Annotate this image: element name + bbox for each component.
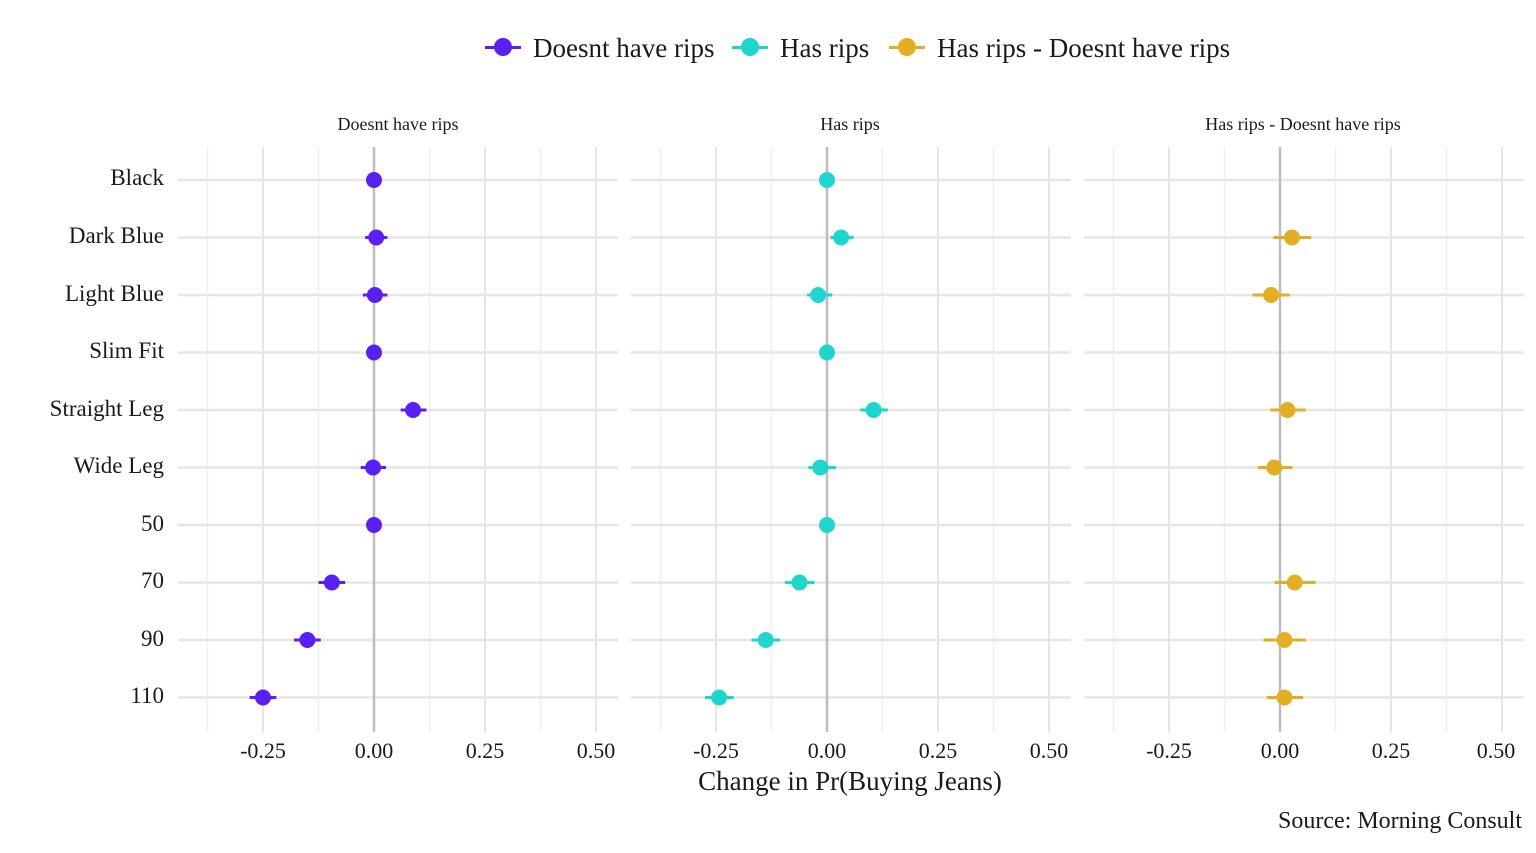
data-point xyxy=(299,632,316,648)
legend-key-has-rips xyxy=(730,22,770,74)
legend-key-doesnt-have-rips xyxy=(483,22,523,74)
y-tick-label: 110 xyxy=(130,683,164,708)
facet-strip-label-difference: Has rips - Doesnt have rips xyxy=(1205,114,1401,134)
legend-key-dot xyxy=(741,38,759,56)
data-point xyxy=(757,632,774,648)
y-tick-label: 90 xyxy=(141,626,164,651)
legend-key-dot xyxy=(898,38,916,56)
legend: Doesnt have rips Has rips Has rips - Doe… xyxy=(0,22,1536,74)
legend-item-has-rips: Has rips xyxy=(730,22,869,74)
data-point xyxy=(1266,459,1283,476)
y-tick-label: Dark Blue xyxy=(68,223,164,248)
data-point xyxy=(812,459,829,476)
x-tick-label: 0.50 xyxy=(1476,738,1516,763)
data-point xyxy=(833,229,850,246)
data-point xyxy=(1279,402,1296,418)
data-point xyxy=(1276,632,1293,648)
data-point xyxy=(366,172,382,188)
legend-label-doesnt-have-rips: Doesnt have rips xyxy=(533,32,715,63)
data-point xyxy=(819,344,835,361)
y-tick-label: 50 xyxy=(141,511,164,536)
y-tick-label: Straight Leg xyxy=(49,396,164,421)
data-point xyxy=(366,344,382,361)
legend-key-difference xyxy=(887,22,927,74)
x-tick-label: 0.25 xyxy=(465,738,505,763)
x-tick-label: 0.00 xyxy=(807,738,847,763)
data-point xyxy=(1276,689,1293,706)
data-point xyxy=(365,459,382,476)
data-point xyxy=(405,402,422,418)
data-point xyxy=(791,574,808,591)
legend-item-difference: Has rips - Doesnt have rips xyxy=(887,22,1230,74)
facet-strip-label-doesnt-have-rips: Doesnt have rips xyxy=(337,114,459,134)
data-point xyxy=(711,689,728,706)
x-tick-label: 0.50 xyxy=(576,738,616,763)
data-point xyxy=(1283,229,1300,246)
y-tick-label: Light Blue xyxy=(64,281,164,306)
x-tick-label: 0.00 xyxy=(1260,738,1300,763)
legend-item-doesnt-have-rips: Doesnt have rips xyxy=(483,22,714,74)
x-tick-label: 0.00 xyxy=(354,738,394,763)
x-axis-title: Change in Pr(Buying Jeans) xyxy=(698,766,1002,796)
data-point xyxy=(368,229,385,246)
data-point xyxy=(1263,287,1280,303)
y-tick-label: 70 xyxy=(141,568,164,593)
data-point xyxy=(323,574,340,591)
x-tick-label: -0.25 xyxy=(693,738,739,763)
data-point xyxy=(819,172,835,188)
data-point xyxy=(255,689,271,706)
data-point xyxy=(366,287,383,303)
legend-key-dot xyxy=(494,38,512,56)
facet-strip-label-has-rips: Has rips xyxy=(820,114,880,134)
x-tick-label: -0.25 xyxy=(240,738,286,763)
x-tick-label: 0.50 xyxy=(1029,738,1069,763)
data-point xyxy=(819,517,835,533)
data-point xyxy=(1286,574,1303,591)
y-tick-label: Black xyxy=(110,165,164,190)
data-point xyxy=(810,287,827,303)
x-tick-label: 0.25 xyxy=(1371,738,1411,763)
x-tick-label: 0.25 xyxy=(918,738,958,763)
source-caption: Source: Morning Consult xyxy=(1278,808,1522,834)
data-point xyxy=(366,517,382,533)
legend-label-difference: Has rips - Doesnt have rips xyxy=(937,32,1231,63)
data-point xyxy=(865,402,882,418)
x-tick-label: -0.25 xyxy=(1146,738,1192,763)
legend-label-has-rips: Has rips xyxy=(780,32,870,63)
y-tick-label: Wide Leg xyxy=(73,453,164,478)
y-tick-label: Slim Fit xyxy=(89,338,164,363)
